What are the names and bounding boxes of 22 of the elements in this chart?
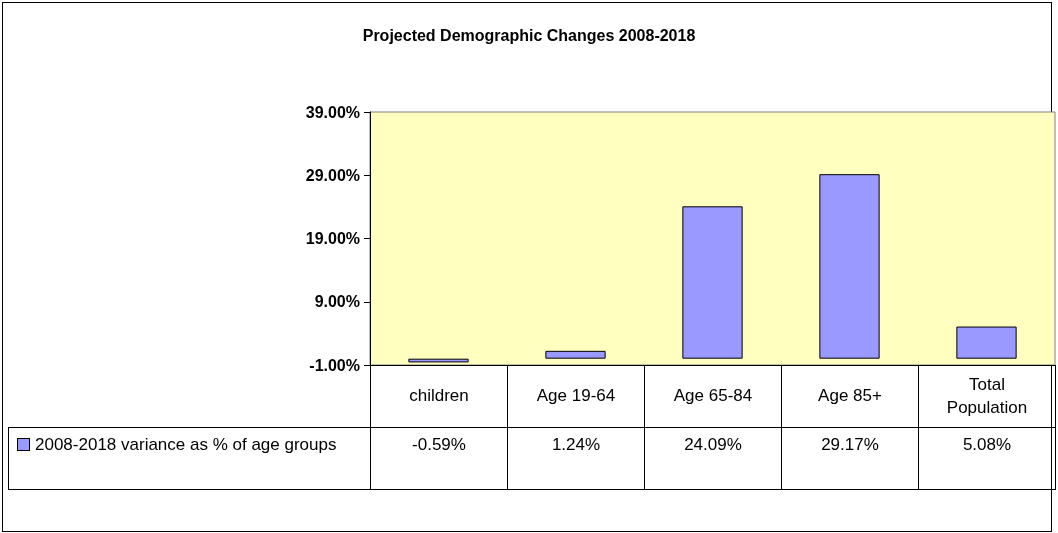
y-tick-label: -1.00% [309,356,360,374]
legend-label: 2008-2018 variance as % of age groups [35,434,337,456]
y-tick-label: 39.00% [305,103,360,121]
x-tick-label: Age 65-84 [644,365,782,428]
y-tick-label: 9.00% [314,293,360,311]
y-tick-label: 29.00% [305,166,360,184]
bar [545,350,606,359]
chart-title: Projected Demographic Changes 2008-2018 [362,26,696,44]
bar [682,206,743,359]
x-tick-label: Age 19-64 [507,365,645,428]
x-tick-label: Age 85+ [781,365,919,428]
data-label: 24.09% [644,427,782,490]
x-tick-label: Total Population [918,365,1056,428]
x-tick-label: children [370,365,508,428]
bar [956,326,1017,359]
data-label: 1.24% [507,427,645,490]
bar [408,358,469,363]
bar [819,174,880,359]
data-label: -0.59% [370,427,508,490]
data-label: 29.17% [781,427,919,490]
y-tick-label: 19.00% [305,230,360,247]
data-label: 5.08% [918,427,1056,490]
